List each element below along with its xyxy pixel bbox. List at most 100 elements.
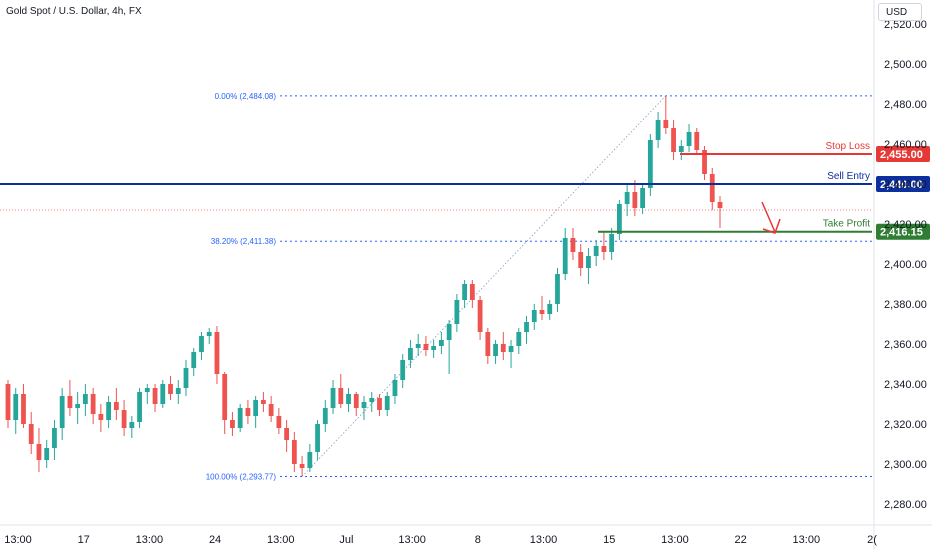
candle	[183, 360, 189, 396]
y-tick-label: 2,440.00	[884, 179, 927, 191]
y-tick-label: 2,380.00	[884, 299, 927, 311]
down-arrow-icon	[761, 201, 781, 234]
candle	[59, 388, 65, 440]
candle	[586, 248, 591, 284]
candle	[454, 294, 460, 332]
y-tick-label: 2,480.00	[884, 99, 927, 111]
candle	[338, 374, 344, 408]
candle	[191, 348, 197, 376]
candle	[423, 336, 429, 356]
candle	[322, 400, 328, 432]
candle	[531, 304, 537, 330]
candle	[353, 392, 359, 416]
y-tick-label: 2,400.00	[884, 259, 927, 271]
candle	[129, 416, 135, 438]
level-stop-loss[interactable]: Stop Loss 2,455.00	[680, 141, 930, 162]
candle	[485, 328, 491, 364]
candle	[438, 332, 444, 354]
candle	[315, 420, 320, 460]
fib-retracement[interactable]: 0.00% (2,484.08) 38.20% (2,411.38) 100.00%…	[0, 92, 872, 482]
candle	[400, 354, 406, 388]
candle	[299, 456, 305, 476]
candle	[175, 380, 181, 404]
candle	[408, 340, 413, 368]
candle	[593, 240, 599, 266]
candle	[446, 320, 452, 374]
candle	[609, 228, 615, 260]
candle	[361, 396, 367, 420]
price-axis[interactable]: 2,280.00 2,300.00 2,320.00 2,340.00 2,360.00…	[873, 0, 927, 550]
fib-trend-line[interactable]	[301, 95, 667, 477]
x-tick-label: 13:00	[267, 534, 295, 546]
y-tick-label: 2,500.00	[884, 59, 927, 71]
candle	[640, 184, 646, 214]
candle	[632, 180, 638, 216]
x-tick-label: 13:00	[398, 534, 426, 546]
candle	[462, 280, 468, 308]
candle	[346, 388, 351, 412]
currency-button[interactable]: USD	[878, 3, 922, 21]
fib-level-label: 38.20% (2,411.38)	[211, 237, 277, 246]
candle	[469, 280, 475, 308]
candle	[44, 440, 50, 468]
level-badge	[876, 176, 930, 192]
candle	[144, 384, 150, 404]
candle	[245, 400, 251, 424]
y-tick-label: 2,340.00	[884, 379, 927, 391]
candle	[671, 120, 676, 160]
level-sell-entry[interactable]: Sell Entry 2,440.00	[0, 171, 930, 192]
level-label: Sell Entry	[827, 171, 870, 182]
candle	[702, 146, 707, 180]
level-badge	[876, 223, 930, 240]
level-label: Take Profit	[823, 219, 870, 230]
candle	[152, 384, 158, 412]
level-take-profit[interactable]: Take Profit 2,416.15	[598, 219, 930, 240]
level-label: Stop Loss	[826, 141, 870, 152]
candle	[291, 432, 297, 472]
price-levels[interactable]: Stop Loss 2,455.00 Sell Entry 2,440.00 Take …	[0, 141, 930, 240]
candles	[5, 96, 723, 476]
candle	[578, 244, 584, 276]
candle	[67, 380, 73, 416]
candle	[90, 388, 96, 424]
y-tick-label: 2,460.00	[884, 139, 927, 151]
candle	[160, 380, 166, 408]
candle	[121, 400, 127, 436]
candle	[601, 232, 607, 260]
candle	[260, 392, 266, 412]
candle	[237, 404, 243, 432]
level-badge-text: 2,440.00	[880, 179, 923, 191]
candle	[214, 326, 220, 384]
candle	[516, 328, 522, 354]
candle	[384, 392, 390, 416]
x-tick-label: 24	[209, 534, 221, 546]
candle	[5, 380, 11, 428]
candle	[392, 374, 398, 404]
candle	[415, 334, 421, 356]
candle	[539, 296, 545, 320]
x-tick-label: 13:00	[530, 534, 558, 546]
candle	[268, 396, 274, 422]
candle	[28, 412, 34, 454]
level-badge-text: 2,455.00	[880, 149, 923, 161]
candle	[199, 332, 204, 360]
candle	[330, 380, 336, 414]
x-tick-label: 13:00	[136, 534, 164, 546]
y-tick-label: 2,280.00	[884, 499, 927, 511]
x-tick-label: Jul	[339, 534, 353, 546]
y-tick-label: 2,360.00	[884, 339, 927, 351]
candle	[13, 388, 19, 434]
candle	[36, 428, 42, 472]
candle	[500, 332, 506, 360]
time-axis[interactable]: 13:00 17 13:00 24 13:00 Jul 13:00 8 13:00 15 13:00…	[0, 524, 932, 546]
level-badge	[876, 146, 930, 162]
candle	[431, 340, 437, 358]
y-tick-label: 2,420.00	[884, 219, 927, 231]
candle	[616, 200, 622, 240]
x-tick-label: 2(	[867, 534, 877, 546]
candle	[276, 408, 282, 434]
fib-level-label: 100.00% (2,293.77)	[206, 472, 277, 481]
level-badge-text: 2,416.15	[880, 227, 923, 239]
x-tick-label: 13:00	[661, 534, 689, 546]
